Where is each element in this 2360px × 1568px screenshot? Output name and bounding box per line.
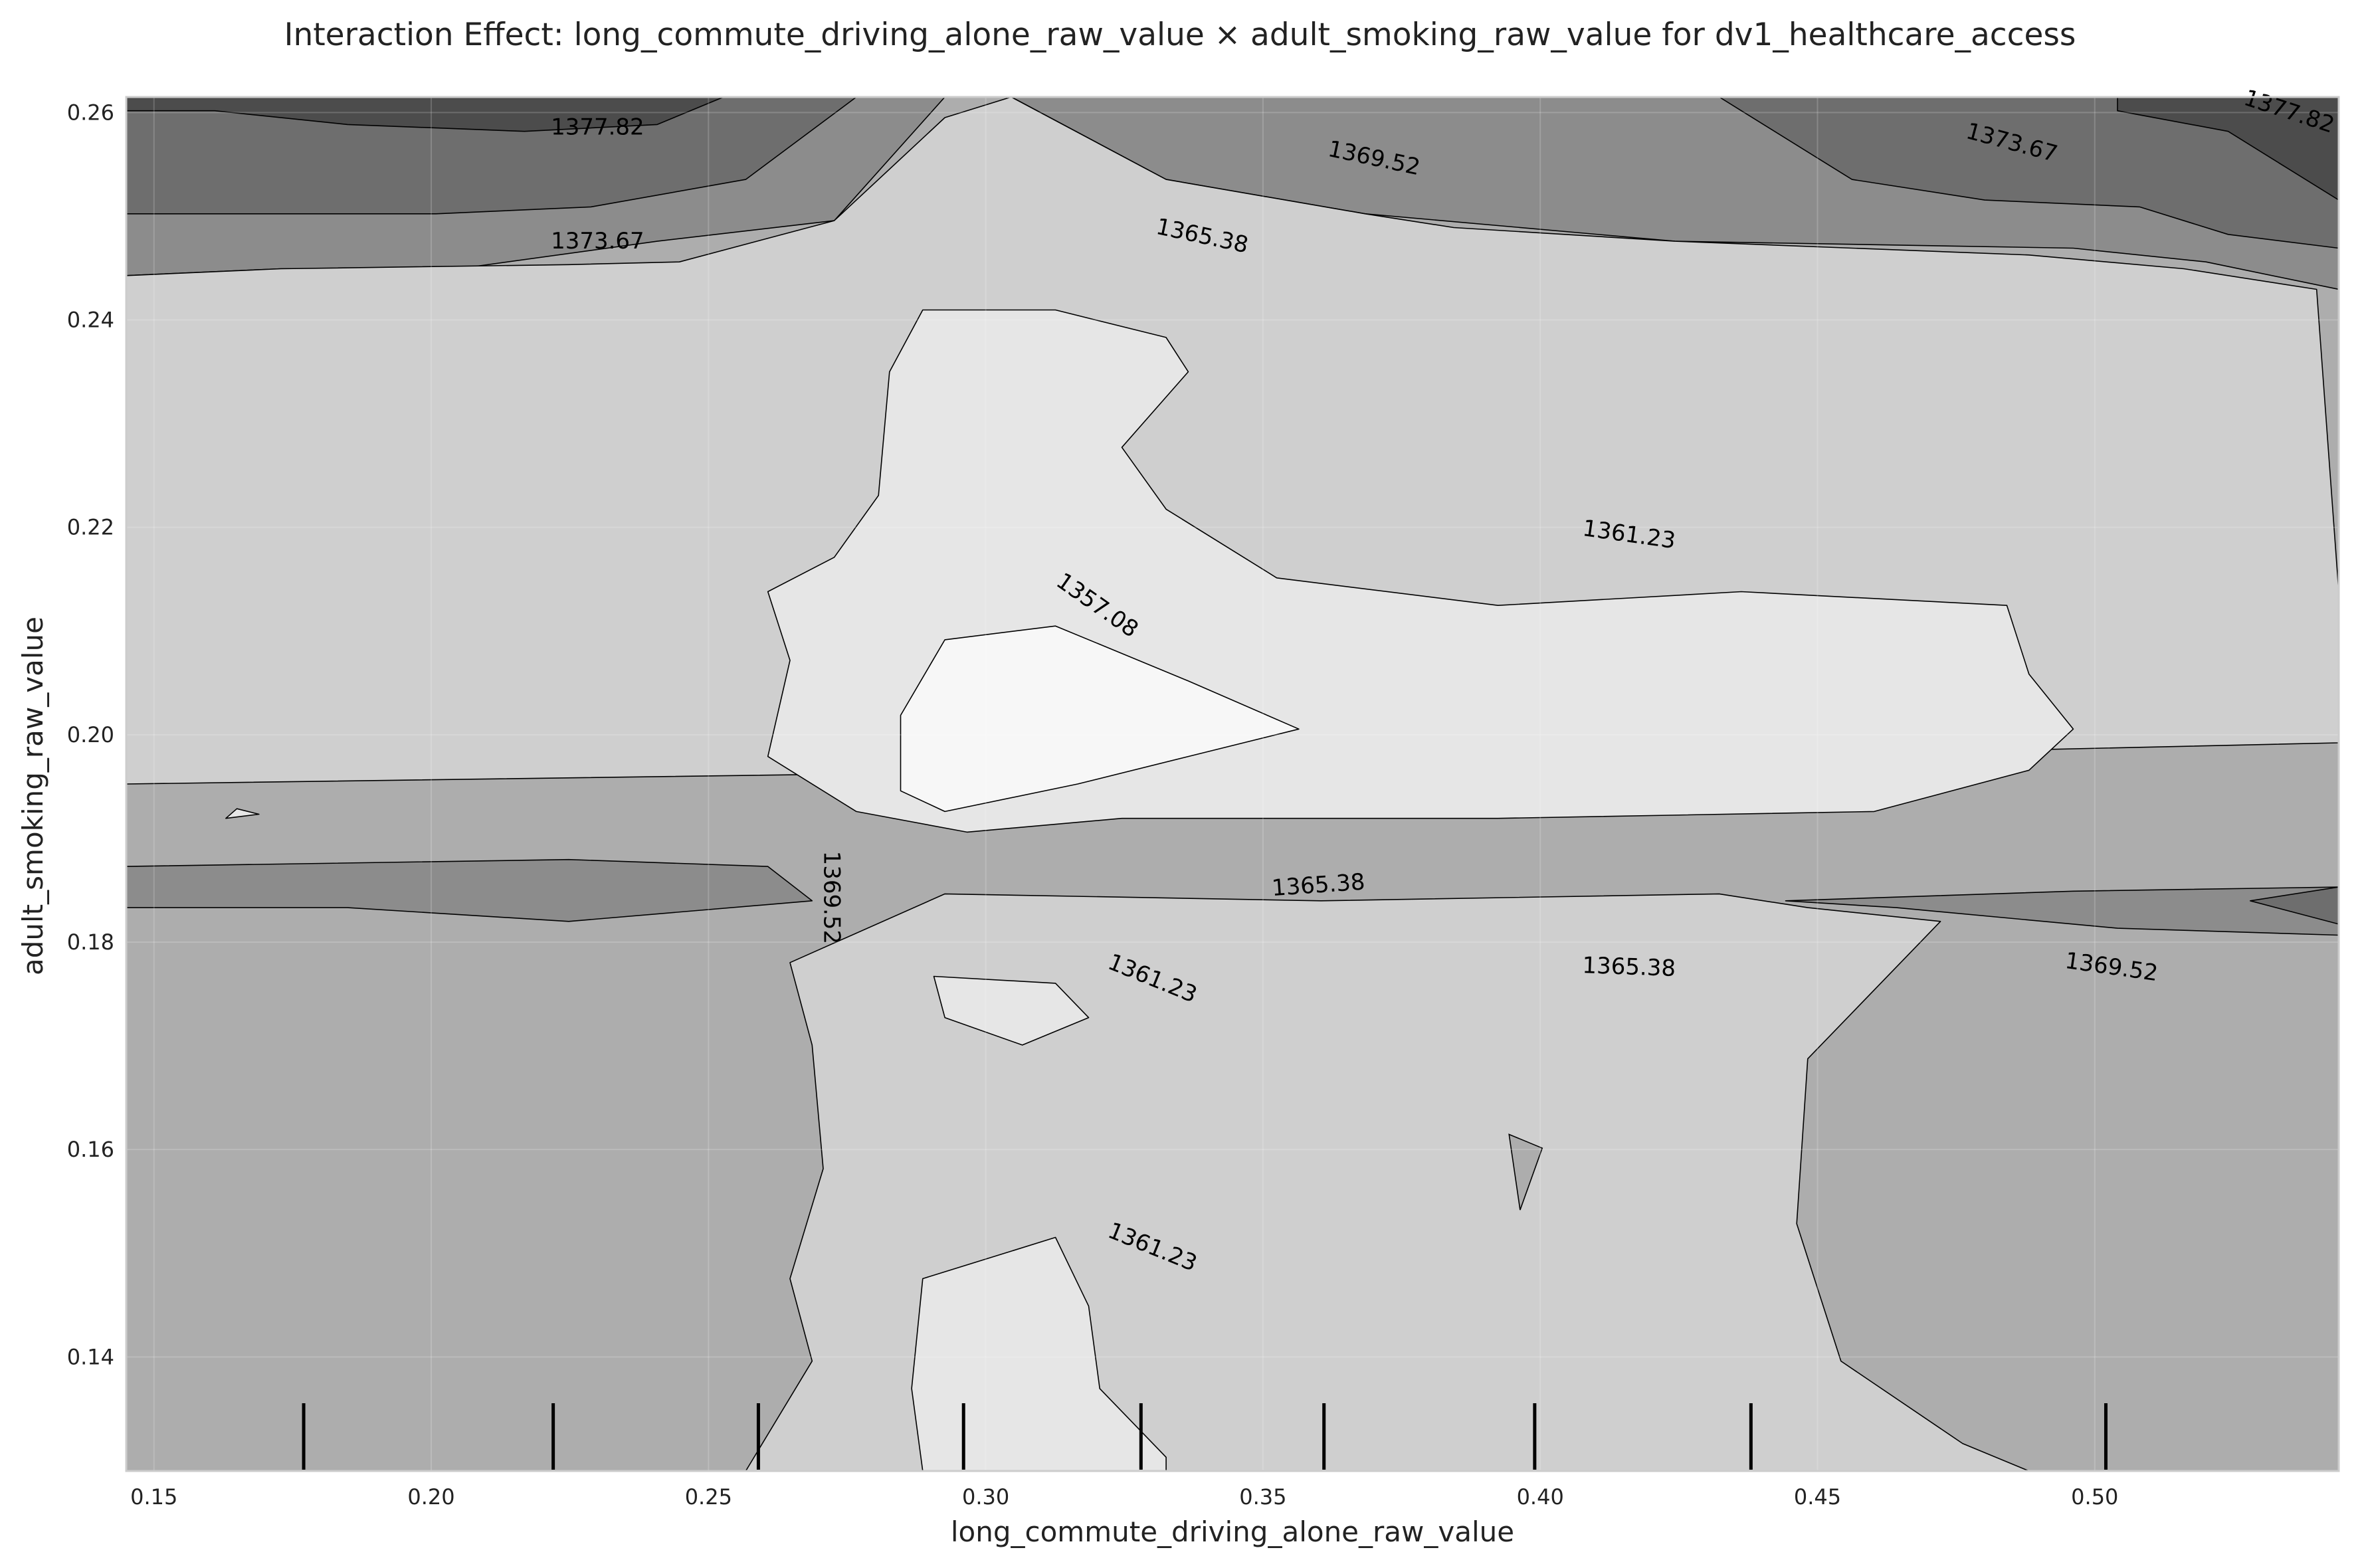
region-1377-plus-top-right [2117, 97, 2339, 201]
region-1357-1361-bottom [911, 1236, 1167, 1471]
plot-frame [125, 96, 2340, 1472]
y-tick-label: 0.20 [67, 722, 114, 747]
x-tick-label: 0.40 [1517, 1484, 1564, 1510]
region-1373-1377-top [126, 97, 857, 215]
x-tick-label: 0.50 [2071, 1484, 2118, 1510]
region-dark-stripe-right-tip [2250, 886, 2339, 925]
y-tick-label: 0.24 [67, 308, 114, 333]
y-axis-label: adult_smoking_raw_value [17, 617, 49, 975]
contour-label: 1365.38 [1271, 868, 1366, 902]
contour-label: 1369.52 [818, 851, 844, 945]
x-tick-label: 0.25 [685, 1484, 732, 1510]
rug-marks [302, 1403, 2108, 1470]
contour-label: 1377.82 [551, 114, 644, 140]
y-tick-label: 0.22 [67, 515, 114, 540]
region-1377-plus-top-left [126, 97, 724, 132]
plot-area: 1377.821373.671369.521365.381373.671377.… [67, 84, 2340, 1510]
y-tick-labels: 0.14 0.16 0.18 0.20 0.22 0.24 0.26 [67, 100, 114, 1369]
grid [126, 97, 2339, 1471]
region-small-spot [1508, 1133, 1543, 1211]
y-tick-label: 0.16 [67, 1137, 114, 1162]
region-dark-stripe-left [126, 858, 813, 922]
region-1357-1361-lower-bump [933, 975, 1090, 1046]
contour-label: 1373.67 [551, 228, 644, 254]
y-tick-label: 0.26 [67, 100, 114, 125]
x-tick-label: 0.35 [1239, 1484, 1286, 1510]
region-1357-1361-left-blip [225, 808, 260, 819]
x-tick-label: 0.20 [407, 1484, 454, 1510]
x-tick-label: 0.15 [130, 1484, 177, 1510]
chart-title: Interaction Effect: long_commute_driving… [284, 17, 2076, 53]
x-tick-label: 0.45 [1794, 1484, 1841, 1510]
region-1373-1377-top-right [1718, 97, 2339, 249]
y-tick-label: 0.14 [67, 1344, 114, 1369]
x-tick-label: 0.30 [962, 1484, 1009, 1510]
x-axis-label: long_commute_driving_alone_raw_value [951, 1516, 1514, 1548]
region-below-1357 [900, 625, 1300, 813]
x-tick-labels: 0.15 0.20 0.25 0.30 0.35 0.40 0.45 0.50 [130, 1484, 2118, 1510]
y-tick-label: 0.18 [67, 930, 114, 955]
contour-label: 1365.38 [1582, 952, 1676, 982]
contour-fills [126, 97, 2339, 1471]
region-dark-stripe-right [1785, 886, 2339, 936]
